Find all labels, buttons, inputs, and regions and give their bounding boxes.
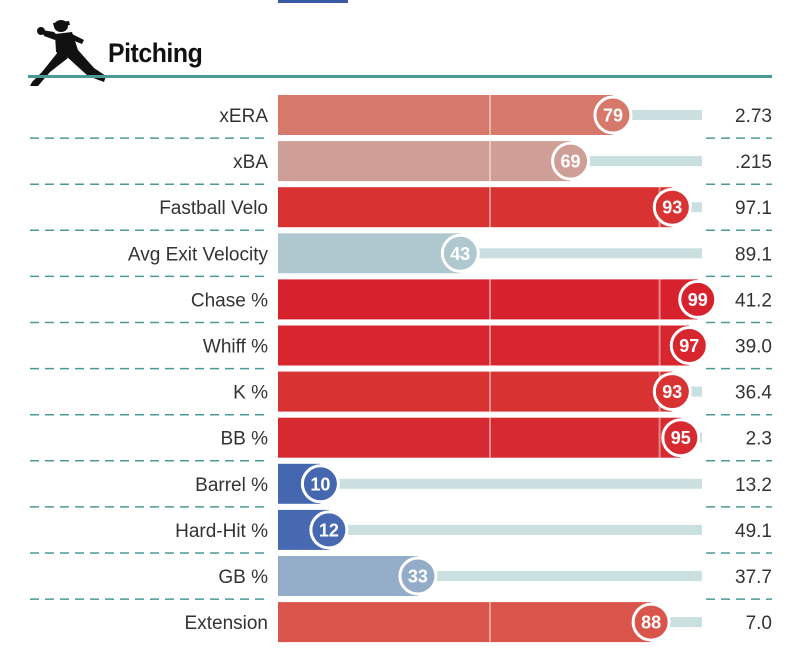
percentile-label: 10 (310, 474, 330, 494)
metric-row: 79 xERA 2.73 (219, 95, 772, 135)
top-accent-bar (278, 0, 348, 3)
metric-label: Avg Exit Velocity (128, 244, 269, 265)
percentile-label: 88 (641, 613, 661, 633)
metric-label: xERA (219, 106, 268, 127)
metric-row: 93 Fastball Velo 97.1 (30, 183, 772, 228)
metric-label: GB % (218, 567, 268, 588)
percentile-marker (593, 95, 633, 135)
percentile-bar (278, 417, 681, 458)
metric-value: 2.73 (735, 106, 772, 127)
metric-value: 36.4 (735, 383, 772, 404)
percentile-track (328, 524, 702, 535)
metric-row: 93 K % 36.4 (30, 367, 772, 412)
metric-row: 88 Extension 7.0 (30, 598, 772, 643)
percentile-label: 43 (450, 244, 470, 264)
metric-row: 33 GB % 37.7 (30, 552, 772, 596)
metric-value: 41.2 (735, 290, 772, 311)
percentile-label: 12 (319, 520, 339, 540)
metric-label: Whiff % (203, 337, 268, 358)
percentile-marker (551, 141, 591, 181)
percentile-track (651, 617, 702, 628)
metric-value: 7.0 (746, 613, 772, 634)
metric-row: 12 Hard-Hit % 49.1 (30, 506, 772, 550)
percentile-bar (278, 233, 461, 274)
metric-label: K % (233, 383, 268, 404)
percentile-marker (652, 372, 692, 412)
percentile-track (570, 156, 702, 167)
metric-value: .215 (735, 152, 772, 173)
percentile-label: 33 (408, 567, 428, 587)
percentile-bar (278, 141, 571, 182)
percentile-bar (278, 602, 652, 643)
metric-value: 37.7 (735, 567, 772, 588)
percentile-track (320, 478, 702, 489)
percentile-bar (278, 95, 613, 135)
percentile-label: 99 (688, 290, 708, 310)
percentile-label: 93 (662, 198, 682, 218)
percentile-label: 69 (561, 152, 581, 172)
metric-row: 43 Avg Exit Velocity 89.1 (30, 229, 772, 274)
percentile-bar (278, 371, 673, 412)
percentile-marker (652, 187, 692, 227)
percentile-track (612, 110, 702, 120)
metric-label: Fastball Velo (159, 198, 268, 219)
metric-label: Extension (185, 613, 268, 634)
metric-label: xBA (233, 152, 268, 173)
metric-value: 49.1 (735, 521, 772, 542)
metric-row: 99 Chase % 41.2 (30, 275, 772, 320)
percentile-marker (669, 326, 709, 365)
percentile-bar (278, 325, 690, 366)
percentile-marker (440, 233, 480, 273)
percentile-track (460, 248, 702, 259)
percentile-marker (678, 279, 718, 319)
metric-label: Chase % (191, 290, 268, 311)
metric-label: BB % (220, 429, 268, 450)
metric-label: Hard-Hit % (175, 521, 268, 542)
metric-row: 69 xBA .215 (30, 137, 772, 182)
metric-value: 89.1 (735, 244, 772, 265)
percentile-marker (398, 556, 438, 596)
percentile-bar (278, 556, 418, 596)
metric-value: 13.2 (735, 475, 772, 496)
percentile-track (417, 571, 702, 581)
header-rule (28, 75, 772, 78)
percentile-label: 93 (662, 382, 682, 402)
percentile-marker (309, 510, 349, 550)
percentile-marker (300, 464, 340, 504)
metric-value: 2.3 (746, 429, 772, 450)
metric-row: 95 BB % 2.3 (30, 413, 772, 458)
section-title: Pitching (108, 38, 203, 68)
metric-row: 10 Barrel % 13.2 (30, 460, 772, 504)
metric-value: 39.0 (735, 337, 772, 358)
percentile-marker (661, 418, 701, 458)
metric-label: Barrel % (195, 475, 268, 496)
percentile-bar (278, 187, 673, 228)
percentile-marker (631, 602, 671, 642)
percentile-bar (278, 279, 698, 320)
percentile-label: 79 (603, 106, 623, 126)
percentile-label: 95 (671, 428, 691, 448)
metric-value: 97.1 (735, 198, 772, 219)
metric-row: 97 Whiff % 39.0 (30, 321, 772, 366)
percentile-label: 97 (679, 336, 699, 356)
